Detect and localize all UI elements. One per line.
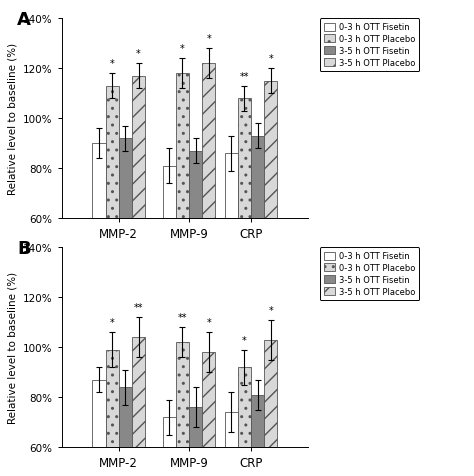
Bar xyxy=(225,412,238,476)
Bar xyxy=(264,340,277,476)
Text: *: * xyxy=(136,49,141,59)
Bar xyxy=(132,337,145,476)
Bar xyxy=(189,151,202,369)
Bar xyxy=(176,74,189,369)
Bar xyxy=(119,139,132,369)
Bar xyxy=(264,81,277,369)
Bar xyxy=(238,367,251,476)
Bar xyxy=(163,167,176,369)
Y-axis label: Relative level to baseline (%): Relative level to baseline (%) xyxy=(8,272,18,423)
Bar xyxy=(92,144,106,369)
Bar xyxy=(225,154,238,369)
Bar xyxy=(132,77,145,369)
Text: **: ** xyxy=(239,71,249,81)
Text: *: * xyxy=(110,317,115,327)
Bar xyxy=(238,99,251,369)
Text: A: A xyxy=(17,11,31,29)
Bar xyxy=(176,343,189,476)
Text: *: * xyxy=(268,305,273,315)
Text: *: * xyxy=(207,317,211,327)
Bar xyxy=(106,87,119,369)
Legend: 0-3 h OTT Fisetin, 0-3 h OTT Placebo, 3-5 h OTT Fisetin, 3-5 h OTT Placebo: 0-3 h OTT Fisetin, 0-3 h OTT Placebo, 3-… xyxy=(319,248,419,301)
Bar xyxy=(92,380,106,476)
Text: *: * xyxy=(268,54,273,64)
Bar xyxy=(119,387,132,476)
Bar xyxy=(202,352,215,476)
Text: *: * xyxy=(110,59,115,69)
Bar xyxy=(202,64,215,369)
Text: **: ** xyxy=(134,303,143,313)
Text: *: * xyxy=(242,335,246,345)
Bar xyxy=(189,407,202,476)
Bar xyxy=(106,350,119,476)
Text: B: B xyxy=(17,239,31,258)
Text: *: * xyxy=(180,44,185,54)
Bar xyxy=(163,417,176,476)
Legend: 0-3 h OTT Fisetin, 0-3 h OTT Placebo, 3-5 h OTT Fisetin, 3-5 h OTT Placebo: 0-3 h OTT Fisetin, 0-3 h OTT Placebo, 3-… xyxy=(319,19,419,72)
Text: **: ** xyxy=(178,313,187,323)
Y-axis label: Relative level to baseline (%): Relative level to baseline (%) xyxy=(8,43,18,195)
Bar xyxy=(251,137,264,369)
Bar xyxy=(251,395,264,476)
Text: *: * xyxy=(207,34,211,44)
